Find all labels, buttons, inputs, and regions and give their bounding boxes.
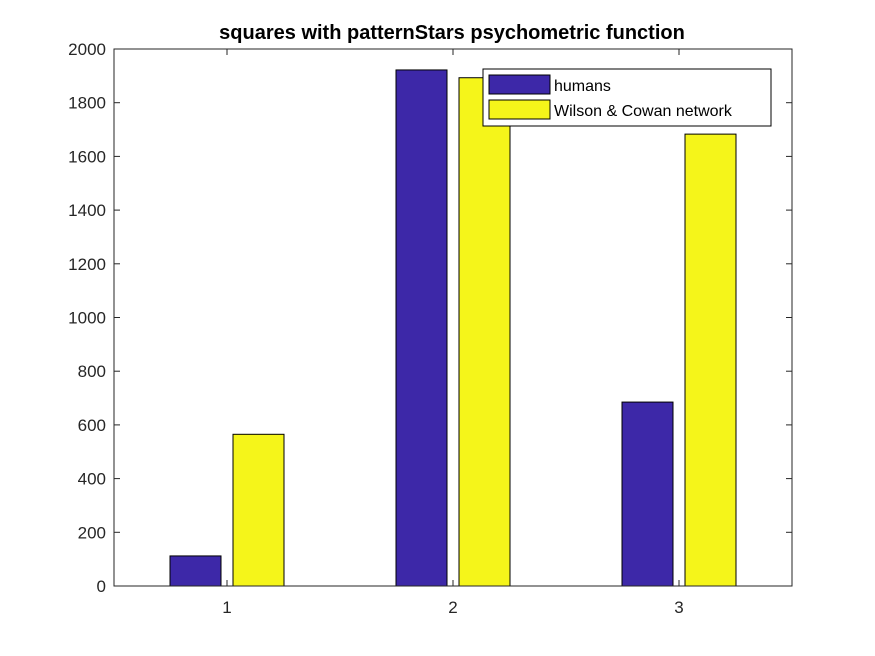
y-tick-label: 1400 — [68, 201, 106, 220]
x-tick-label: 2 — [448, 598, 457, 617]
bar-humans-2 — [395, 69, 448, 587]
y-tick-label: 400 — [78, 470, 106, 489]
legend: humans Wilson & Cowan network — [482, 68, 772, 127]
y-tick-label: 0 — [97, 577, 106, 596]
plot-frame — [113, 48, 793, 587]
axes-group: 0 200 400 600 800 1000 1200 1400 1600 1800 2000 1 2 3 — [68, 40, 792, 617]
x-tick-label: 1 — [222, 598, 231, 617]
legend-label-humans: humans — [554, 78, 611, 95]
chart-title: squares with patternStars psychometric f… — [219, 22, 685, 44]
bar-humans-3 — [621, 401, 674, 587]
plot-area — [114, 49, 792, 586]
y-tick-label: 1600 — [68, 147, 106, 166]
bars-group — [169, 69, 737, 587]
legend-swatch-network — [488, 99, 551, 120]
legend-label-network: Wilson & Cowan network — [554, 103, 733, 120]
bar-network-1 — [232, 433, 285, 587]
bar-humans-1 — [169, 555, 222, 587]
y-tick-label: 1200 — [68, 255, 106, 274]
x-tick-label: 3 — [674, 598, 683, 617]
y-tick-label: 800 — [78, 362, 106, 381]
y-tick-label: 1800 — [68, 94, 106, 113]
bar-network-2 — [458, 77, 511, 587]
y-tick-label: 1000 — [68, 309, 106, 328]
y-tick-label: 200 — [78, 523, 106, 542]
legend-swatch-humans — [488, 74, 551, 95]
bar-network-3 — [684, 133, 737, 587]
y-tick-label: 2000 — [68, 40, 106, 59]
y-tick-label: 600 — [78, 416, 106, 435]
